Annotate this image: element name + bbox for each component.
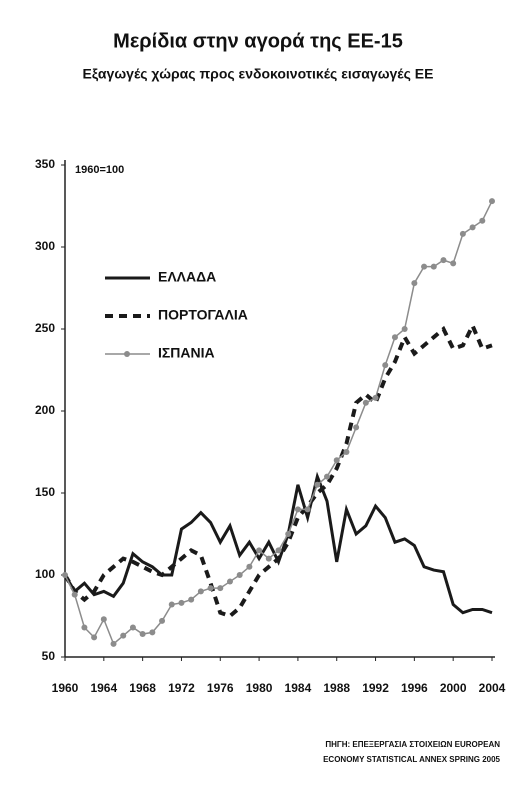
series-marker bbox=[62, 572, 68, 578]
series-line bbox=[63, 471, 493, 615]
series-marker bbox=[382, 362, 389, 369]
y-tick-label: 300 bbox=[35, 239, 55, 253]
x-tick-label: 1992 bbox=[362, 681, 389, 695]
series-line bbox=[64, 200, 493, 646]
legend-label: ΙΣΠΑΝΙΑ bbox=[158, 345, 215, 361]
series-marker bbox=[217, 585, 224, 592]
series-marker bbox=[275, 547, 282, 554]
series-marker bbox=[324, 473, 331, 480]
series-marker bbox=[120, 632, 127, 639]
series-marker bbox=[256, 547, 263, 554]
series-marker bbox=[333, 457, 340, 464]
series-marker bbox=[362, 399, 369, 406]
y-tick-label: 200 bbox=[35, 403, 55, 417]
legend-label: ΕΛΛΑΔΑ bbox=[158, 269, 216, 285]
x-tick-label: 1960 bbox=[52, 681, 79, 695]
x-tick-label: 1976 bbox=[207, 681, 234, 695]
series-marker bbox=[430, 263, 437, 270]
x-tick-label: 1984 bbox=[285, 681, 312, 695]
x-tick-label: 1964 bbox=[90, 681, 117, 695]
series-marker bbox=[489, 198, 495, 205]
x-tick-label: 1988 bbox=[323, 681, 350, 695]
legend-marker bbox=[124, 351, 130, 357]
x-tick-label: 1968 bbox=[129, 681, 156, 695]
series-marker bbox=[421, 263, 428, 270]
series-marker bbox=[197, 588, 204, 595]
series-marker bbox=[100, 616, 107, 623]
x-tick-label: 2004 bbox=[479, 681, 506, 695]
x-tick-label: 1972 bbox=[168, 681, 195, 695]
series-marker bbox=[401, 326, 408, 332]
series-marker bbox=[168, 601, 175, 608]
series-marker bbox=[294, 506, 301, 513]
series-marker bbox=[314, 481, 321, 488]
x-tick-label: 1980 bbox=[246, 681, 273, 695]
series-marker bbox=[149, 629, 156, 636]
y-tick-label: 100 bbox=[35, 567, 55, 581]
chart-subtitle: Εξαγωγές χώρας προς ενδοκοινοτικές εισαγ… bbox=[83, 66, 434, 82]
series-marker bbox=[226, 578, 233, 585]
series-marker bbox=[129, 624, 136, 631]
series-marker bbox=[411, 280, 418, 287]
series-marker bbox=[450, 260, 457, 267]
x-tick-label: 2000 bbox=[440, 681, 467, 695]
series-marker bbox=[207, 585, 214, 592]
series-marker bbox=[246, 563, 253, 570]
annotation: 1960=100 bbox=[75, 164, 124, 176]
series-line bbox=[63, 320, 493, 619]
series-marker bbox=[139, 631, 146, 638]
series-marker bbox=[188, 596, 195, 603]
series-marker bbox=[343, 449, 350, 455]
series-marker bbox=[159, 617, 166, 624]
series-marker bbox=[353, 424, 360, 431]
y-tick-label: 50 bbox=[42, 649, 56, 663]
series-marker bbox=[304, 506, 311, 513]
series-marker bbox=[285, 531, 292, 537]
series-marker bbox=[391, 334, 398, 341]
series-marker bbox=[81, 624, 88, 631]
series-marker bbox=[110, 640, 117, 647]
series-marker bbox=[459, 230, 466, 237]
series-marker bbox=[372, 394, 379, 401]
series-marker bbox=[178, 599, 185, 606]
series-marker bbox=[236, 572, 243, 578]
series-marker bbox=[265, 555, 272, 562]
series-marker bbox=[440, 257, 447, 264]
y-tick-label: 150 bbox=[35, 485, 55, 499]
y-tick-label: 250 bbox=[35, 321, 55, 335]
x-tick-label: 1996 bbox=[401, 681, 428, 695]
y-tick-label: 350 bbox=[35, 157, 55, 171]
source: ΠΗΓΗ: ΕΠΕΞΕΡΓΑΣΙΑ ΣΤΟΙΧΕΙΩΝ EUROPEAN bbox=[325, 740, 500, 749]
series-marker bbox=[479, 217, 486, 224]
series-marker bbox=[469, 224, 476, 231]
series-marker bbox=[71, 591, 78, 598]
chart-title: Μερίδια στην αγορά της ΕΕ-15 bbox=[113, 30, 403, 52]
series-marker bbox=[91, 634, 98, 641]
source: ECONOMY STATISTICAL ANNEX SPRING 2005 bbox=[323, 755, 500, 764]
legend-label: ΠΟΡΤΟΓΑΛΙΑ bbox=[158, 307, 248, 323]
